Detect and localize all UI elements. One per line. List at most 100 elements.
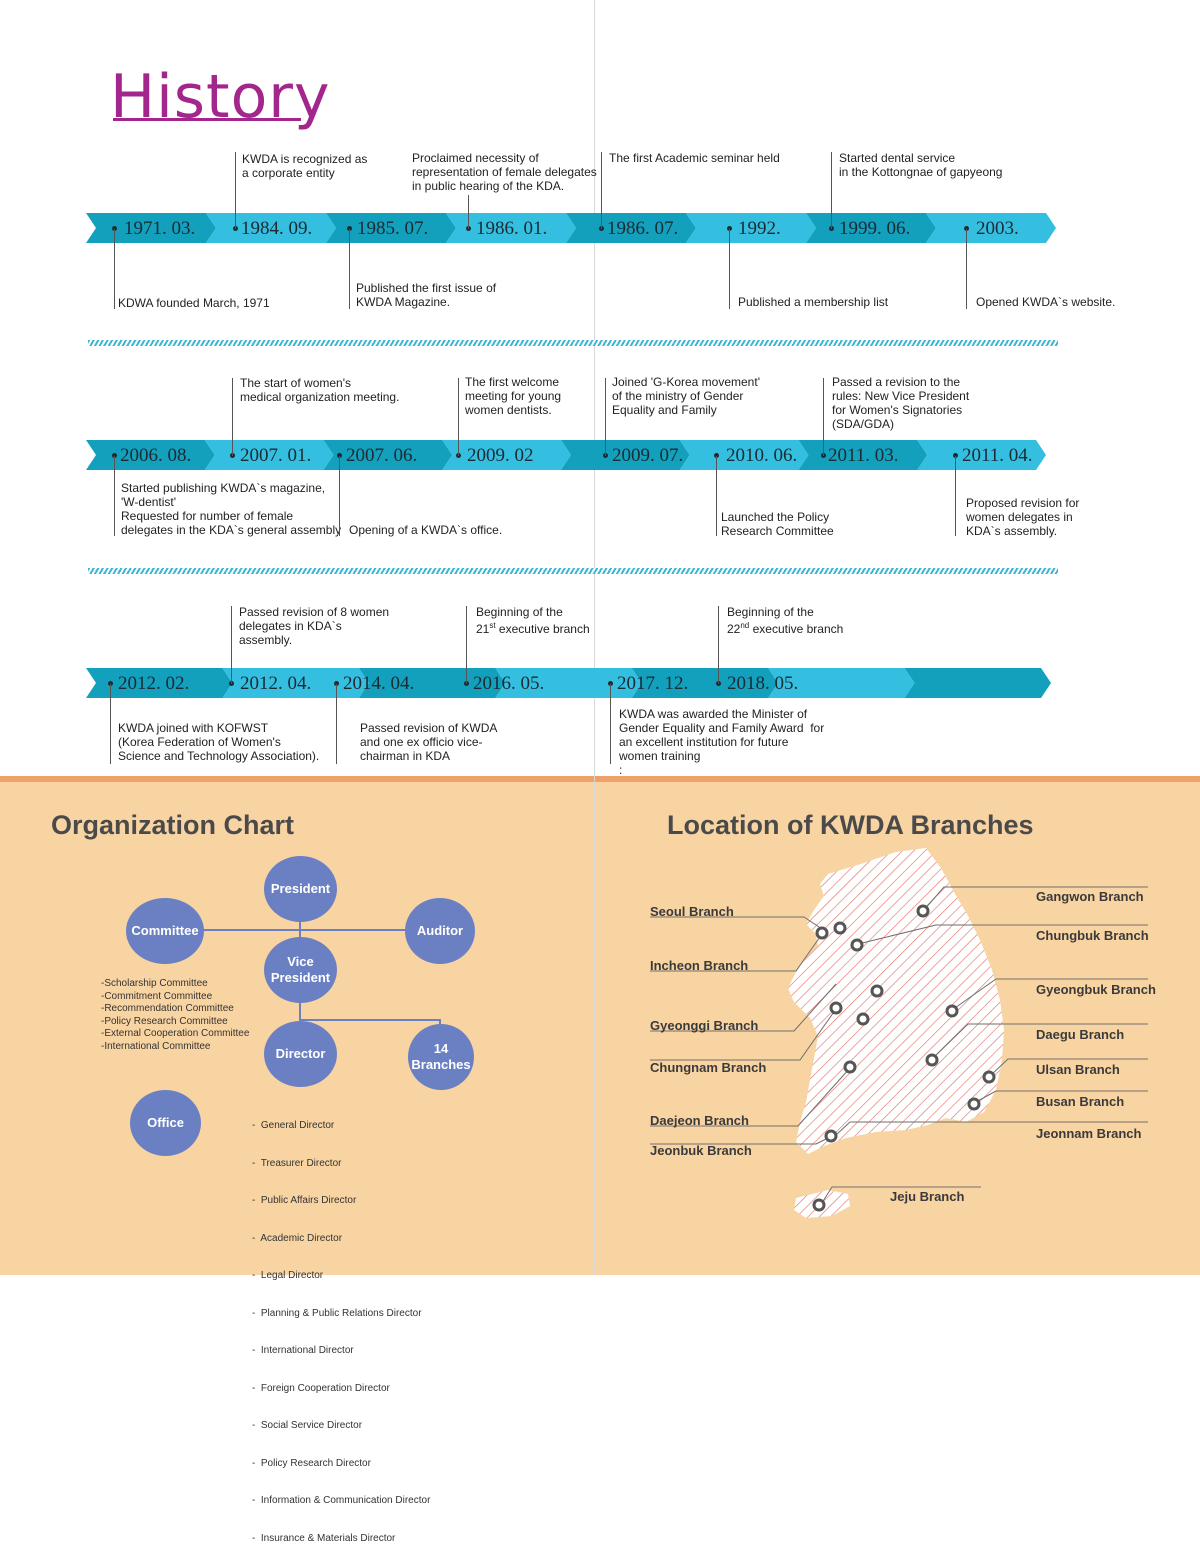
marker-chungnam bbox=[856, 1012, 870, 1026]
event-connector bbox=[955, 456, 956, 536]
date-1999-06: 1999. 06. bbox=[839, 218, 911, 239]
date-1986-07: 1986. 07. bbox=[607, 218, 679, 239]
event-connector bbox=[336, 684, 337, 764]
timeline-segment bbox=[86, 440, 215, 470]
event-connector bbox=[831, 152, 832, 229]
timeline-segment bbox=[323, 440, 453, 470]
timeline-segment bbox=[495, 668, 642, 698]
event-connector bbox=[729, 229, 730, 309]
event-connector bbox=[610, 684, 611, 764]
event-first-magazine: Published the first issue of KWDA Magazi… bbox=[356, 281, 497, 309]
date-dot bbox=[953, 453, 958, 458]
leader-ulsan bbox=[989, 1058, 1148, 1077]
list-item: - Information & Communication Director bbox=[252, 1495, 431, 1506]
date-2012-04: 2012. 04. bbox=[240, 673, 312, 694]
event-corporate-entity: KWDA is recognized as a corporate entity bbox=[242, 152, 368, 180]
date-dot bbox=[108, 681, 113, 686]
list-item: - Public Affairs Director bbox=[252, 1195, 357, 1206]
director-list: - General Director - Treasurer Director … bbox=[252, 1095, 430, 1558]
org-connector-horizontal bbox=[165, 929, 440, 931]
event-connector bbox=[235, 152, 236, 229]
event-website: Opened KWDA`s website. bbox=[976, 295, 1116, 309]
date-dot bbox=[347, 226, 352, 231]
timeline-segment bbox=[358, 668, 506, 698]
date-1992: 1992. bbox=[738, 218, 781, 239]
date-2016-05: 2016. 05. bbox=[473, 673, 545, 694]
list-item: -International Committee bbox=[101, 1040, 211, 1052]
branch-label-busan: Busan Branch bbox=[1036, 1094, 1125, 1109]
marker-gangwon bbox=[916, 904, 930, 918]
timeline-segment bbox=[679, 440, 809, 470]
branch-label-jeonnam: Jeonnam Branch bbox=[1036, 1126, 1142, 1141]
date-2012-02: 2012. 02. bbox=[118, 673, 190, 694]
timeline-segment bbox=[566, 213, 696, 243]
branch-label-gyeonggi: Gyeonggi Branch bbox=[650, 1018, 759, 1033]
date-2011-03: 2011. 03. bbox=[828, 445, 899, 466]
leader-gangwon bbox=[923, 886, 1148, 911]
timeline-band-2 bbox=[86, 440, 1046, 470]
list-item: - Legal Director bbox=[252, 1270, 324, 1281]
event-vice-president-rules: Passed a revision to the rules: New Vice… bbox=[832, 375, 970, 431]
list-item: -Recommendation Committee bbox=[101, 1003, 234, 1014]
event-connector bbox=[349, 229, 350, 309]
timeline-segment bbox=[222, 668, 369, 698]
event-membership-list: Published a membership list bbox=[738, 295, 889, 309]
timeline-separator-2 bbox=[88, 568, 1058, 574]
event-kdwa-founded: KDWA founded March, 1971 bbox=[118, 296, 270, 310]
branches-node: 14 Branches bbox=[408, 1024, 474, 1090]
list-item: - Planning & Public Relations Director bbox=[252, 1307, 422, 1319]
event-21st-branch: Beginning of the 21st executive branch bbox=[476, 605, 590, 636]
org-connector-vertical bbox=[299, 890, 301, 970]
event-minister-award: KWDA was awarded the Minister of Gender … bbox=[619, 707, 825, 777]
timeline-segment bbox=[768, 668, 915, 698]
committee-list: -Scholarship Committee -Commitment Commi… bbox=[101, 978, 249, 1053]
marker-gyeonggi-2 bbox=[870, 984, 884, 998]
event-vice-chairman: Passed revision of KWDA and one ex offic… bbox=[360, 721, 498, 763]
marker-daejeon bbox=[843, 1060, 857, 1074]
date-dot bbox=[112, 226, 117, 231]
org-connector-branch bbox=[299, 1019, 441, 1021]
date-2018-05: 2018. 05. bbox=[727, 673, 799, 694]
marker-daegu bbox=[925, 1053, 939, 1067]
date-dot bbox=[714, 453, 719, 458]
date-2011-04: 2011. 04. bbox=[962, 445, 1033, 466]
committee-node: Committee bbox=[126, 898, 204, 964]
date-2014-04: 2014. 04. bbox=[343, 673, 415, 694]
marker-jeonbuk bbox=[824, 1129, 838, 1143]
timeline-segment bbox=[326, 213, 456, 243]
timeline-segment bbox=[86, 668, 233, 698]
branch-label-chungbuk: Chungbuk Branch bbox=[1036, 928, 1149, 943]
event-academic-seminar: The first Academic seminar held bbox=[609, 151, 780, 165]
page-fold-line bbox=[594, 0, 595, 1275]
event-kofwst: KWDA joined with KOFWST (Korea Federatio… bbox=[118, 721, 320, 763]
date-2003: 2003. bbox=[976, 218, 1019, 239]
leader-daegu bbox=[931, 1023, 1148, 1060]
timeline-segment bbox=[917, 440, 1046, 470]
event-connector bbox=[339, 456, 340, 536]
date-dot bbox=[727, 226, 732, 231]
timeline-segment bbox=[686, 213, 816, 243]
event-connector bbox=[966, 229, 967, 309]
branch-label-incheon: Incheon Branch bbox=[650, 958, 749, 973]
event-connector bbox=[716, 456, 717, 536]
list-item: - International Director bbox=[252, 1345, 354, 1356]
timeline-segment bbox=[806, 213, 936, 243]
list-item: - Treasurer Director bbox=[252, 1157, 342, 1169]
timeline-segment bbox=[926, 213, 1056, 243]
timeline-segment bbox=[798, 440, 928, 470]
org-connector-vertical bbox=[299, 970, 301, 1055]
branch-label-jeju: Jeju Branch bbox=[890, 1189, 965, 1204]
event-proposed-revision: Proposed revision for women delegates in… bbox=[966, 496, 1080, 538]
leader-gyeongbuk bbox=[951, 978, 1148, 1011]
leader-busan bbox=[973, 1090, 1148, 1104]
marker-seoul bbox=[833, 921, 847, 935]
history-section bbox=[0, 0, 1200, 776]
timeline-band-3 bbox=[86, 668, 1051, 698]
event-22nd-branch: Beginning of the 22nd executive branch bbox=[727, 605, 844, 636]
branch-label-jeonbuk: Jeonbuk Branch bbox=[650, 1143, 752, 1158]
timeline-band-1 bbox=[86, 213, 1056, 243]
date-dot bbox=[964, 226, 969, 231]
branch-label-daejeon: Daejeon Branch bbox=[650, 1113, 749, 1128]
event-connector bbox=[231, 606, 232, 684]
timeline-segment bbox=[206, 213, 336, 243]
